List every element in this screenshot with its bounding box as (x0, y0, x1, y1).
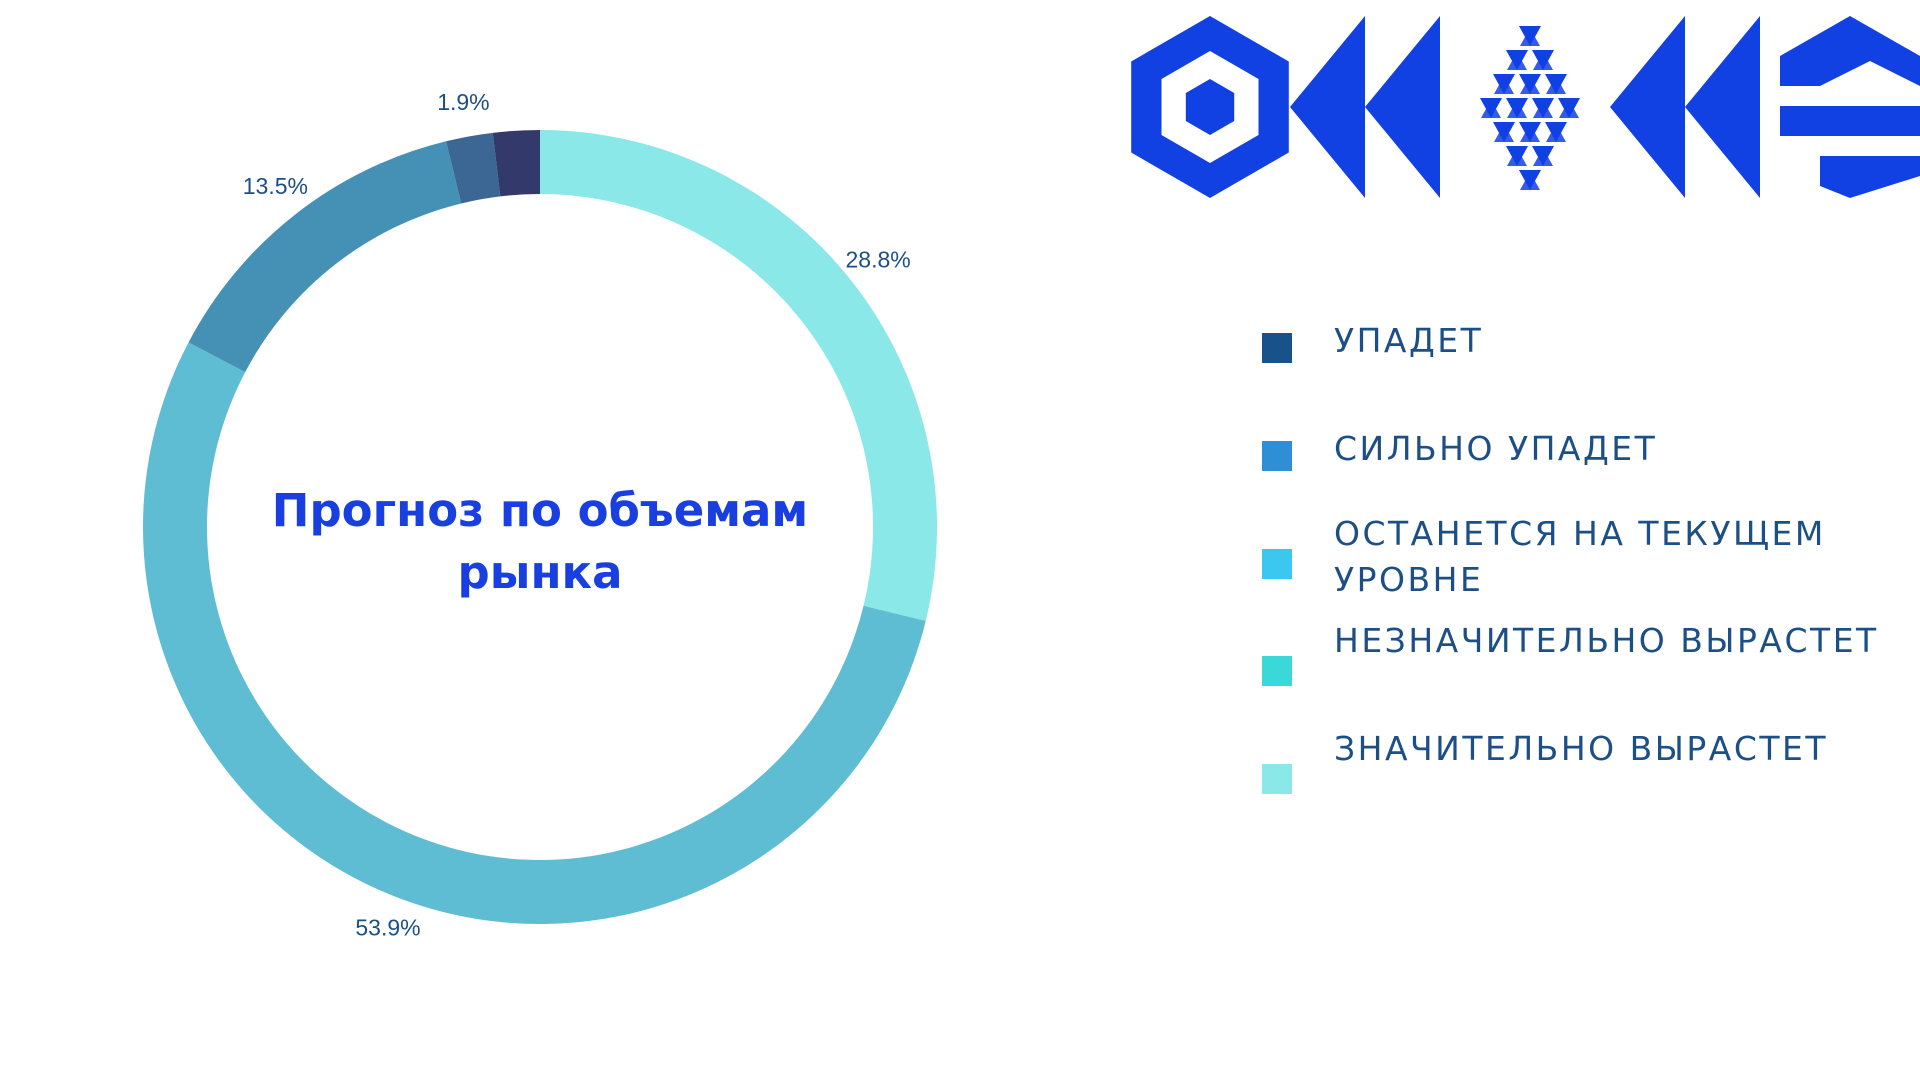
legend-swatch (1262, 764, 1292, 794)
slice-value-label: 1.9% (437, 89, 489, 115)
ornament-lattice-triangle (1494, 124, 1514, 142)
legend-swatch (1262, 333, 1292, 363)
ornament-lattice-triangle (1507, 52, 1527, 70)
legend-label: ОСТАНЕТСЯ НА ТЕКУЩЕМ УРОВНЕ (1334, 514, 1826, 599)
legend-swatch (1262, 656, 1292, 686)
ornament-triangle (1365, 16, 1440, 198)
ornament-triangle (1290, 16, 1365, 198)
legend-swatch (1262, 441, 1292, 471)
legend-label: ЗНАЧИТЕЛЬНО ВЫРАСТЕТ (1334, 729, 1829, 768)
legend-swatch (1262, 549, 1292, 579)
chart-title: Прогноз по объемам рынка (271, 484, 809, 599)
ornament-lattice-triangle (1481, 100, 1501, 118)
ornament-bar (1780, 106, 1920, 136)
ornament-lattice-triangle (1507, 100, 1527, 118)
donut-slice (492, 130, 540, 197)
donut-slice (188, 141, 462, 373)
ornament-lattice-triangle (1546, 124, 1566, 142)
ornament-chevron (1780, 16, 1920, 86)
donut-slice (142, 342, 926, 925)
ornament-lattice-triangle (1520, 28, 1540, 46)
donut-chart: 28.8% 53.9% 13.5% 1.9% (142, 89, 937, 940)
geometric-ornament-icon (1131, 16, 1920, 198)
ornament-hexagon-core (1185, 79, 1235, 135)
ornament-lattice-triangle (1520, 172, 1540, 190)
ornament-lattice-triangle (1507, 148, 1527, 166)
ornament-bar (1820, 156, 1920, 198)
legend-label: УПАДЕТ (1334, 321, 1484, 360)
ornament-lattice-triangle (1533, 100, 1553, 118)
donut-slices (142, 130, 937, 925)
ornament-lattice-triangle (1494, 76, 1514, 94)
ornament-lattice-triangle (1520, 76, 1540, 94)
slice-value-label: 13.5% (243, 173, 308, 199)
legend-label: НЕЗНАЧИТЕЛЬНО ВЫРАСТЕТ (1334, 621, 1879, 660)
donut-slice (540, 130, 937, 621)
ornament-lattice-triangle (1533, 148, 1553, 166)
ornament-lattice-triangle (1559, 100, 1579, 118)
slice-value-label: 28.8% (845, 246, 910, 272)
ornament-lattice-triangle (1520, 124, 1540, 142)
donut-value-labels: 28.8% 53.9% 13.5% 1.9% (243, 89, 911, 940)
legend-label: СИЛЬНО УПАДЕТ (1334, 429, 1658, 468)
ornament-lattice-triangle (1533, 52, 1553, 70)
slice-value-label: 53.9% (355, 914, 420, 940)
ornament-triangle (1610, 16, 1685, 198)
ornament-triangle (1685, 16, 1760, 198)
ornament-lattice-triangle (1546, 76, 1566, 94)
donut-slice (446, 132, 501, 204)
